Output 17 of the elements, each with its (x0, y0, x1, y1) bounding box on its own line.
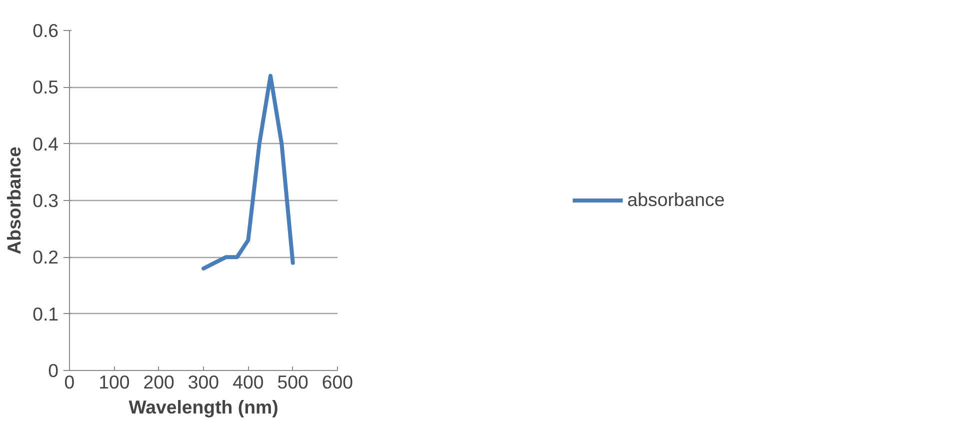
y-tick-label: 0.2 (32, 246, 59, 268)
y-tick-label: 0.3 (32, 190, 59, 211)
legend-label: absorbance (627, 189, 725, 211)
y-tick-label: 0.5 (32, 76, 59, 98)
y-tick-label: 0.6 (32, 20, 59, 41)
x-tick-label: 300 (188, 372, 220, 392)
line-series (202, 74, 295, 270)
x-tick-label: 500 (277, 372, 308, 392)
y-tick-label: 0.1 (32, 303, 59, 324)
x-tick-label: 100 (98, 372, 130, 392)
y-tick-label: 0.4 (32, 133, 59, 154)
x-tick-label: 0 (64, 372, 75, 392)
x-tick-label: 600 (322, 372, 354, 392)
x-axis-title: Wavelength (nm) (128, 396, 278, 418)
x-tick-label: 400 (232, 372, 264, 392)
x-tick-label: 200 (143, 372, 174, 392)
y-axis-title: Absorbance (4, 146, 25, 254)
